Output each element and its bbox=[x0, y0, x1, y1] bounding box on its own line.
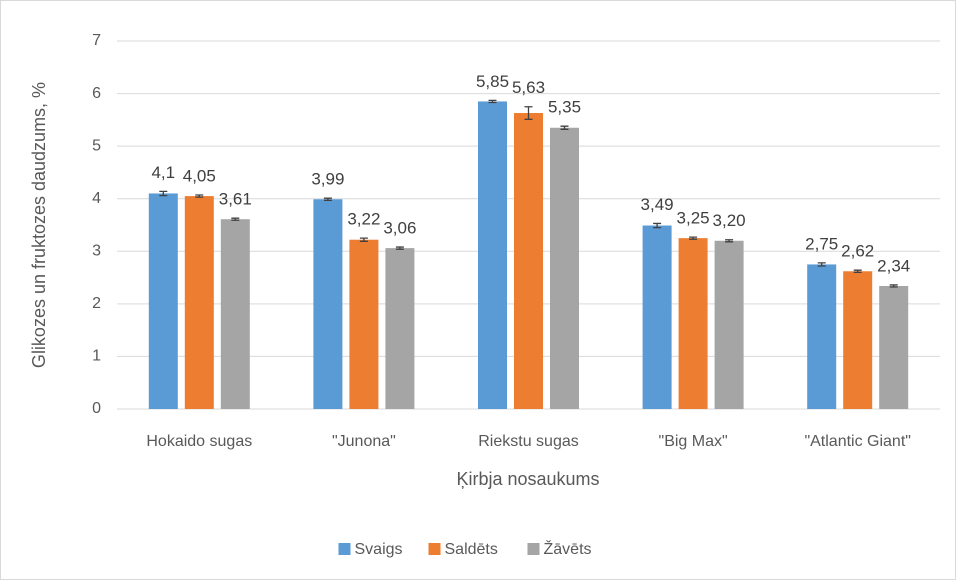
legend-swatch bbox=[527, 543, 540, 555]
error-bar bbox=[689, 236, 698, 240]
bar bbox=[642, 225, 672, 409]
error-bar bbox=[488, 99, 497, 104]
data-label: 2,34 bbox=[877, 256, 910, 275]
x-tick-label: "Junona" bbox=[332, 433, 396, 450]
bar bbox=[514, 113, 543, 409]
y-tick-label: 3 bbox=[92, 243, 101, 260]
error-bar bbox=[323, 197, 332, 201]
error-bar bbox=[524, 106, 533, 120]
error-bar bbox=[725, 239, 734, 243]
data-label: 5,35 bbox=[548, 98, 581, 117]
bar bbox=[478, 101, 507, 409]
legend-swatch bbox=[428, 543, 441, 555]
x-tick-label: "Big Max" bbox=[659, 433, 728, 450]
data-label: 3,25 bbox=[677, 209, 710, 228]
y-tick-label: 0 bbox=[92, 400, 101, 417]
error-bar bbox=[195, 194, 204, 198]
legend-label: Saldēts bbox=[445, 541, 498, 558]
data-label: 5,85 bbox=[476, 72, 509, 91]
bar bbox=[184, 196, 214, 409]
data-label: 3,06 bbox=[383, 219, 416, 238]
y-tick-label: 2 bbox=[92, 295, 101, 312]
error-bar bbox=[359, 237, 368, 242]
error-bar bbox=[231, 217, 240, 221]
y-tick-label: 6 bbox=[92, 85, 101, 102]
y-axis-title: Glikozes un fruktozes daudzums, % bbox=[29, 82, 49, 368]
y-tick-label: 5 bbox=[92, 137, 101, 154]
error-bar bbox=[653, 222, 662, 229]
data-label: 3,99 bbox=[311, 170, 344, 189]
bar bbox=[714, 240, 744, 409]
data-label: 3,61 bbox=[219, 190, 252, 209]
bar bbox=[843, 271, 873, 409]
bar bbox=[349, 239, 379, 409]
error-bar bbox=[560, 125, 569, 130]
x-tick-label: Hokaido sugas bbox=[146, 433, 252, 450]
data-label: 3,49 bbox=[641, 195, 674, 214]
error-bar bbox=[159, 190, 168, 197]
legend-label: Žāvēts bbox=[544, 539, 592, 558]
error-bar bbox=[395, 246, 404, 250]
bar bbox=[550, 127, 579, 409]
y-tick-label: 7 bbox=[92, 32, 101, 49]
y-tick-label: 1 bbox=[92, 348, 101, 365]
bar bbox=[148, 193, 178, 409]
legend-swatch bbox=[338, 543, 351, 555]
bar bbox=[879, 285, 909, 409]
x-tick-label: "Atlantic Giant" bbox=[804, 433, 911, 450]
error-bar bbox=[889, 284, 898, 288]
data-label: 2,62 bbox=[841, 242, 874, 261]
data-label: 5,63 bbox=[512, 78, 545, 97]
bar bbox=[385, 248, 415, 409]
x-axis-title: Ķirbja nosaukums bbox=[456, 469, 599, 489]
data-label: 3,22 bbox=[347, 210, 380, 229]
x-tick-label: Riekstu sugas bbox=[478, 433, 579, 450]
y-tick-label: 4 bbox=[92, 190, 101, 207]
data-label: 3,20 bbox=[713, 211, 746, 230]
error-bar bbox=[853, 269, 862, 273]
bar bbox=[220, 219, 250, 409]
data-label: 4,05 bbox=[183, 167, 216, 186]
data-label: 2,75 bbox=[805, 234, 838, 253]
data-label: 4,1 bbox=[151, 163, 175, 182]
bar bbox=[678, 238, 708, 409]
error-bar bbox=[817, 262, 826, 267]
bar bbox=[313, 199, 343, 409]
bar bbox=[807, 264, 837, 409]
legend-label: Svaigs bbox=[355, 541, 403, 558]
